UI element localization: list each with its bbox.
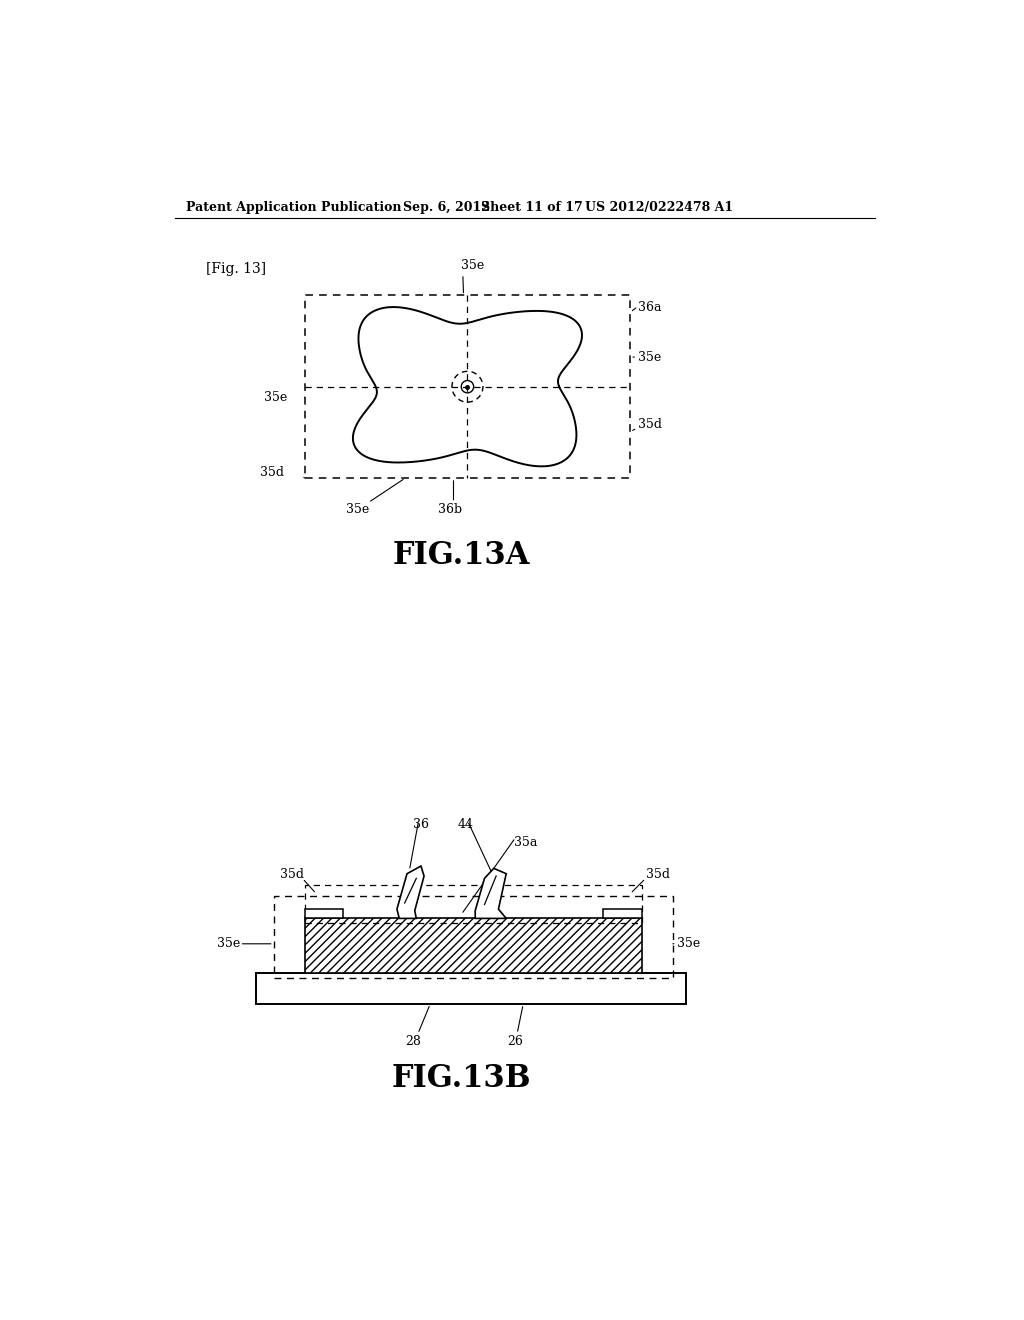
Text: 36b: 36b (437, 503, 462, 516)
Bar (273, 896, 673, 978)
Text: FIG.13B: FIG.13B (391, 1063, 531, 1094)
Text: 35e: 35e (346, 503, 369, 516)
Bar (603, 909, 642, 919)
Text: Sheet 11 of 17: Sheet 11 of 17 (480, 201, 583, 214)
Bar (305, 909, 343, 919)
Bar (256, 973, 686, 1003)
Text: 44: 44 (457, 818, 473, 832)
Text: 35a: 35a (514, 836, 538, 849)
Text: 35e: 35e (217, 937, 241, 950)
Text: [Fig. 13]: [Fig. 13] (206, 263, 265, 276)
Text: FIG.13A: FIG.13A (392, 540, 530, 570)
Text: 28: 28 (406, 1035, 421, 1048)
Text: 26: 26 (508, 1035, 523, 1048)
Text: 36a: 36a (638, 301, 662, 314)
Text: 35d: 35d (280, 869, 304, 880)
Bar (305, 919, 642, 973)
Polygon shape (397, 866, 424, 919)
Bar (305, 886, 642, 923)
Text: 35e: 35e (677, 937, 700, 950)
Text: 35d: 35d (638, 417, 662, 430)
Text: Patent Application Publication: Patent Application Publication (186, 201, 401, 214)
Text: 35e: 35e (263, 391, 287, 404)
Text: 35e: 35e (638, 351, 662, 363)
Text: 36: 36 (413, 818, 429, 832)
Text: 35e: 35e (461, 259, 484, 272)
Bar (305, 296, 630, 478)
Polygon shape (475, 869, 506, 919)
Text: US 2012/0222478 A1: US 2012/0222478 A1 (586, 201, 733, 214)
Text: 35d: 35d (646, 869, 670, 880)
Text: 35d: 35d (260, 466, 284, 479)
Text: Sep. 6, 2012: Sep. 6, 2012 (403, 201, 490, 214)
